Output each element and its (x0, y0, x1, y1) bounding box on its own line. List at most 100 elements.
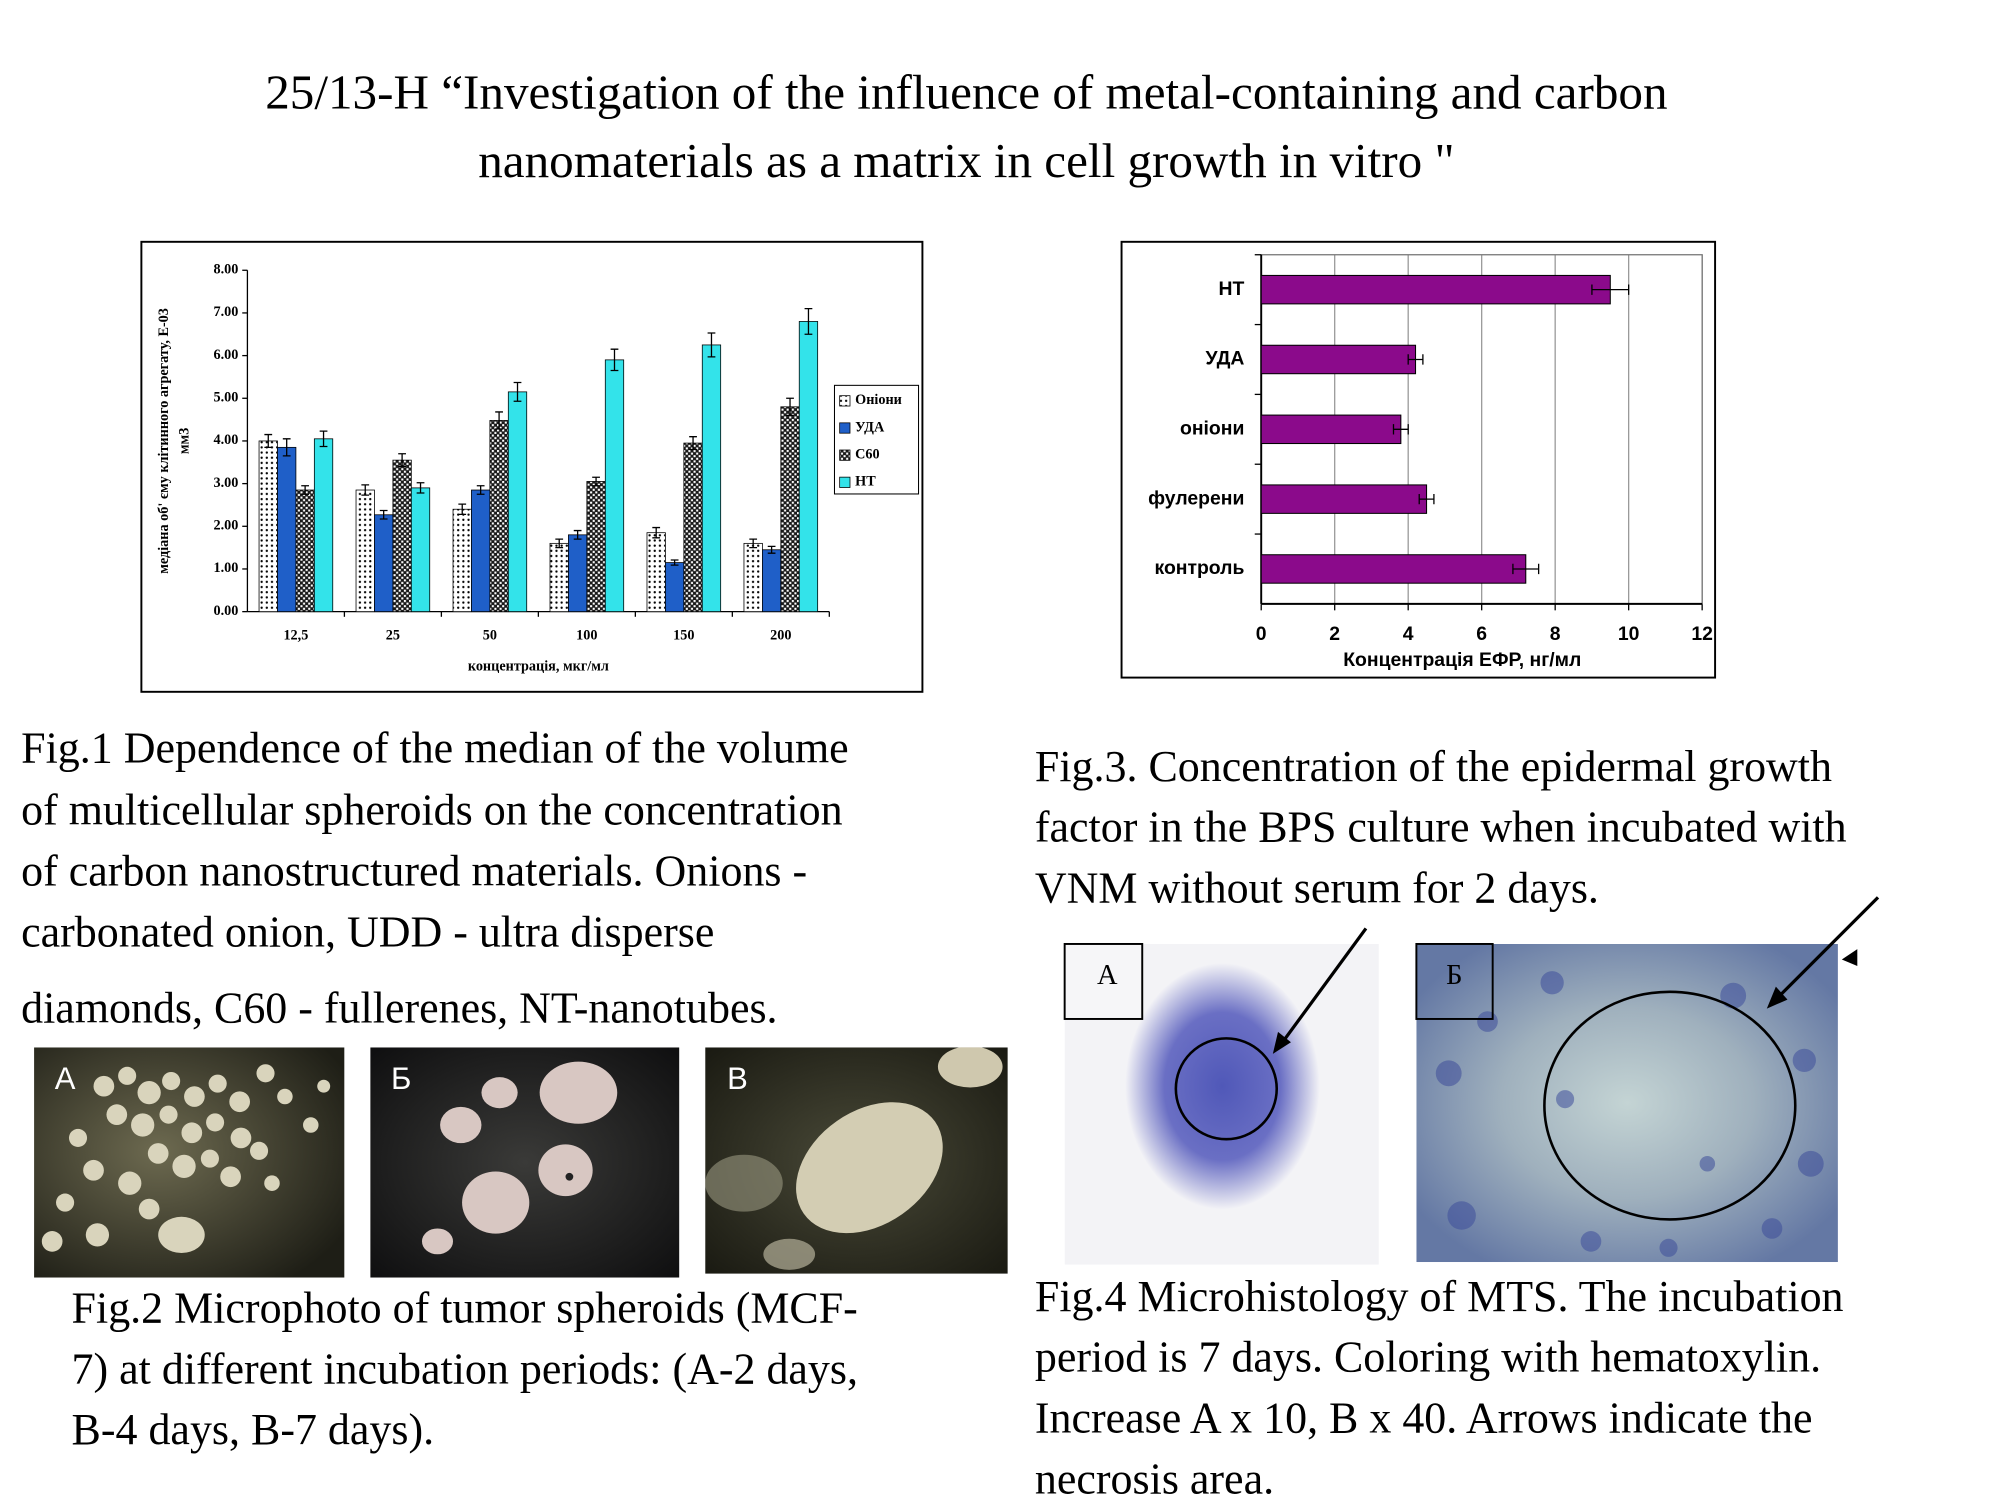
bar (549, 542, 569, 613)
error-bar (1512, 563, 1540, 575)
bar (295, 489, 315, 613)
x-tick-label: 0 (1256, 623, 1267, 645)
bar (701, 344, 722, 613)
caption-line: carbonated onion, UDD - ultra disperse (21, 907, 714, 956)
arrowheads (1272, 949, 1858, 1054)
y-tick-label: 7.00 (213, 304, 238, 320)
y-axis-label: медіана об' єму клітинного агрегату, Е-0… (156, 308, 172, 574)
x-axis-label: концентрація, мкг/мл (468, 659, 609, 675)
error-bar (379, 509, 388, 520)
y-tick-label: 4.00 (213, 432, 238, 448)
bar (507, 391, 528, 613)
caption-line: Fig.2 Microphoto of tumor spheroids (MCF… (72, 1284, 858, 1333)
x-tick-label: 25 (386, 627, 400, 643)
error-bar (573, 529, 582, 540)
error-bar (398, 453, 406, 468)
bar (313, 438, 334, 613)
bar (258, 440, 278, 613)
legend-label: Оніони (855, 392, 902, 408)
bar (1260, 344, 1417, 375)
bar (355, 489, 375, 613)
bar (798, 321, 819, 613)
x-tick-label: 150 (673, 627, 694, 643)
photo (705, 1047, 1008, 1274)
y-tick-label: 3.00 (213, 475, 238, 491)
panel-label: А (55, 1061, 76, 1096)
bar (762, 549, 782, 613)
y-tick-label: оніони (1180, 417, 1244, 439)
x-tick-label: 100 (576, 627, 597, 643)
bar (374, 514, 394, 613)
bar (568, 534, 588, 613)
error-bar (610, 348, 619, 372)
error-bar (513, 381, 522, 402)
legend-label: УДА (855, 419, 885, 435)
bar (392, 459, 412, 613)
error-bar (301, 485, 309, 495)
bar (604, 359, 625, 613)
error-bar (361, 484, 370, 496)
bar (743, 542, 763, 613)
x-tick-label: 12,5 (283, 627, 308, 643)
y-axis-label: мм3 (177, 428, 193, 454)
bar (1260, 274, 1611, 305)
error-bar (1591, 284, 1630, 295)
x-tick-label: 50 (483, 627, 497, 643)
bar (780, 406, 800, 613)
x-tick-label: 10 (1618, 623, 1640, 645)
error-bar (555, 538, 564, 549)
error-bar (264, 433, 273, 448)
bar (452, 508, 472, 613)
error-bar (652, 526, 661, 539)
caption-line: period is 7 days. Coloring with hematoxy… (1035, 1333, 1821, 1382)
photo (1416, 943, 1838, 1263)
legend-label: С60 (855, 446, 880, 462)
x-axis-label: Концентрація ЕФР, нг/мл (1343, 649, 1581, 671)
caption-line: diamonds, C60 - fullerenes, NT-nanotubes… (21, 984, 777, 1033)
caption-line: factor in the BPS culture when incubated… (1035, 803, 1847, 852)
error-bar (416, 482, 425, 494)
x-tick-label: 200 (770, 627, 791, 643)
caption-line: Increase A x 10, B x 40. Arrows indicate… (1035, 1394, 1813, 1443)
panel-label: А (1097, 960, 1118, 991)
caption-line: Fig.3. Concentration of the epidermal gr… (1035, 742, 1832, 791)
panel-label: Б (1446, 960, 1462, 991)
caption-line: B-4 days, B-7 days). (72, 1405, 435, 1454)
bar (471, 489, 491, 613)
photo (34, 1047, 345, 1278)
bar (1260, 414, 1402, 445)
bar (665, 562, 685, 613)
error-bar (670, 559, 679, 566)
x-tick-label: 4 (1403, 623, 1414, 645)
error-bar (804, 308, 813, 335)
chart-frame (1120, 240, 1717, 679)
bar (489, 420, 509, 613)
arrows (1279, 896, 1880, 1046)
y-tick-label: 2.00 (213, 518, 238, 534)
error-bar (1407, 354, 1424, 365)
x-tick-label: 8 (1550, 623, 1561, 645)
error-bar (319, 430, 328, 448)
y-tick-label: НТ (1219, 278, 1245, 300)
caption-line: VNM without serum for 2 days. (1035, 863, 1599, 912)
y-tick-label: 1.00 (213, 560, 238, 576)
error-bar (786, 397, 794, 416)
caption-line: 7) at different incubation periods: (A-2… (72, 1344, 858, 1393)
caption-line: Fig.4 Microhistology of MTS. The incubat… (1035, 1272, 1844, 1321)
legend-swatch (839, 476, 851, 488)
error-bar (689, 436, 697, 451)
legend-swatch (839, 449, 851, 461)
legend-swatch (839, 422, 851, 434)
x-tick-label: 12 (1691, 623, 1713, 645)
caption-line: of carbon nanostructured materials. Onio… (21, 847, 807, 896)
bar (277, 446, 297, 613)
panel-label: В (727, 1061, 748, 1096)
x-tick-label: 2 (1329, 623, 1340, 645)
caption-line: Fig.1 Dependence of the median of the vo… (21, 724, 849, 773)
y-tick-label: контроль (1155, 557, 1245, 579)
bar (683, 442, 703, 613)
error-bar (707, 332, 716, 358)
caption-line: necrosis area. (1035, 1454, 1274, 1500)
y-tick-label: 5.00 (213, 390, 238, 406)
